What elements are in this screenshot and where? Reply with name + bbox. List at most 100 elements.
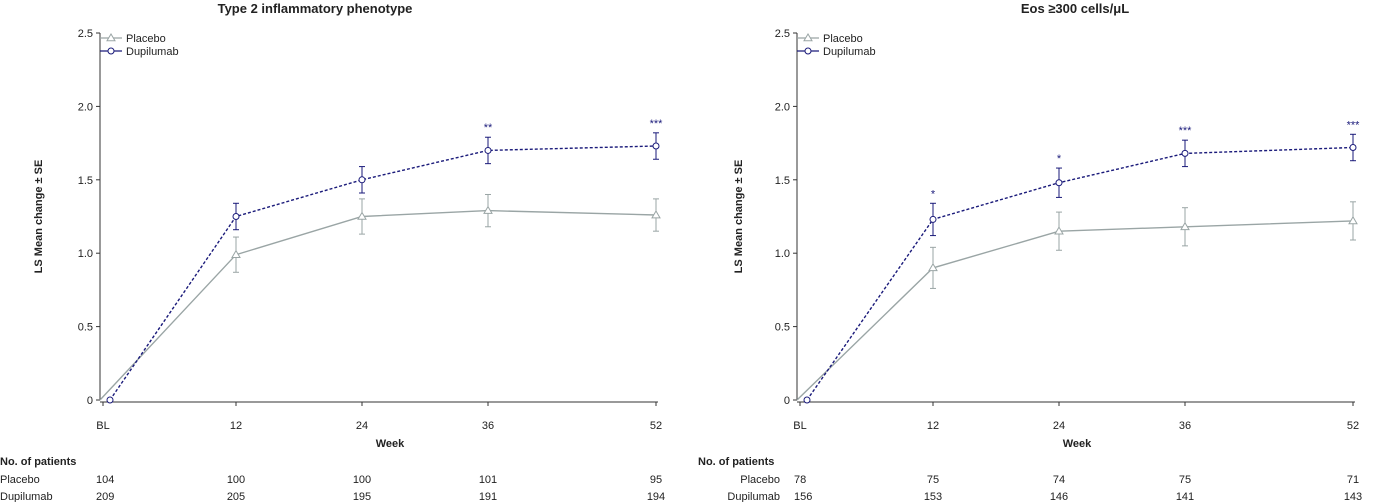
y-tick-label: 1.0: [775, 248, 790, 260]
y-tick-label: 2.0: [78, 101, 93, 113]
data-point: [1348, 215, 1358, 225]
x-tick-label: 36: [482, 420, 494, 432]
patients-table: No. of patients Placebo 78 75 74 75 71 Dupiluma…: [698, 456, 1362, 502]
chart-panel-1: Type 2 inflammatory phenotype 0 0.5 1.0 1.5 2…: [0, 1, 665, 502]
patients-row-label: Dupilumab: [0, 491, 53, 502]
x-tick-label: BL: [793, 420, 806, 432]
patients-count: 209: [96, 491, 114, 502]
patients-count: 104: [96, 474, 114, 486]
y-axis-label: LS Mean change ± SE: [733, 160, 745, 274]
series-placebo: [99, 193, 661, 401]
x-tick-label: 36: [1179, 420, 1191, 432]
significance-label: *: [1057, 153, 1062, 165]
y-tick-label: 1.5: [775, 175, 790, 187]
significance-label: ***: [650, 118, 664, 130]
y-tick-label: 0.5: [775, 322, 790, 334]
patients-table-title: No. of patients: [0, 456, 76, 468]
data-point: [1055, 179, 1063, 187]
x-tick-label: 52: [650, 420, 662, 432]
data-point: [928, 262, 938, 272]
chart-title: Eos ≥300 cells/μL: [1021, 1, 1129, 16]
patients-count: 146: [1050, 491, 1068, 502]
x-axis-label: Week: [1063, 438, 1092, 450]
y-tick-label: 2.5: [775, 28, 790, 40]
x-tick-label: 24: [356, 420, 368, 432]
data-point: [232, 213, 240, 220]
legend-label: Placebo: [823, 33, 863, 45]
patients-count: 191: [479, 491, 497, 502]
patients-row-label: Placebo: [740, 474, 780, 486]
patients-count: 75: [927, 474, 939, 486]
x-tick-label: 52: [1347, 420, 1359, 432]
patients-count: 153: [924, 491, 942, 502]
patients-count: 78: [794, 474, 806, 486]
data-point: [484, 146, 492, 154]
y-axis-label: LS Mean change ± SE: [33, 160, 45, 274]
data-point: [1349, 144, 1357, 152]
legend-label: Dupilumab: [823, 46, 876, 58]
x-tick-label: 24: [1053, 420, 1065, 432]
y-tick-label: 1.5: [78, 175, 93, 187]
patients-count: 71: [1347, 474, 1359, 486]
x-tick-label: 12: [230, 420, 242, 432]
data-point: [106, 396, 114, 404]
legend-marker: [803, 33, 813, 42]
x-tick-label: 12: [927, 420, 939, 432]
y-tick-label: 2.0: [775, 101, 790, 113]
patients-table-title: No. of patients: [698, 456, 774, 468]
patients-count: 95: [650, 474, 662, 486]
y-tick-label: 0: [784, 395, 790, 407]
data-point: [1054, 226, 1064, 235]
data-point: [1181, 149, 1189, 157]
significance-label: ***: [1347, 119, 1361, 131]
patients-count: 100: [227, 474, 245, 486]
patients-row-label: Placebo: [0, 474, 40, 486]
significance-label: **: [484, 122, 493, 134]
chart-panel-2: Eos ≥300 cells/μL 0 0.5 1.0 1.5 2.0 2.5 LS Mean…: [698, 1, 1362, 502]
series-dupilumab: ***** ***: [803, 119, 1361, 404]
patients-count: 143: [1344, 491, 1362, 502]
series-line: [109, 145, 657, 401]
patients-count: 100: [353, 474, 371, 486]
data-point: [803, 396, 811, 404]
patients-count: 194: [647, 491, 665, 502]
patients-count: 156: [794, 491, 812, 502]
legend-label: Dupilumab: [126, 46, 179, 58]
legend-marker: [804, 47, 812, 55]
y-tick-label: 0: [87, 395, 93, 407]
series-line: [99, 209, 657, 401]
patients-count: 75: [1179, 474, 1191, 486]
patients-count: 141: [1176, 491, 1194, 502]
series-dupilumab: ** ***: [106, 118, 664, 404]
patients-count: 74: [1053, 474, 1065, 486]
legend-marker: [107, 47, 115, 55]
y-tick-label: 0.5: [78, 322, 93, 334]
data-point: [357, 211, 367, 220]
x-tick-label: BL: [96, 420, 109, 432]
data-point: [358, 176, 366, 184]
patients-count: 195: [353, 491, 371, 502]
series-placebo: [796, 201, 1358, 401]
x-axis-label: Week: [376, 438, 405, 450]
y-tick-label: 2.5: [78, 28, 93, 40]
data-point: [652, 142, 660, 150]
patients-count: 101: [479, 474, 497, 486]
data-point: [651, 210, 661, 219]
series-line: [806, 146, 1354, 401]
legend-label: Placebo: [126, 33, 166, 45]
data-point: [231, 249, 241, 258]
data-point: [483, 205, 493, 214]
series-line: [796, 220, 1354, 401]
patients-count: 205: [227, 491, 245, 502]
significance-label: ***: [1179, 125, 1193, 137]
data-point: [1180, 221, 1190, 231]
significance-label: *: [931, 188, 936, 200]
data-point: [929, 215, 937, 223]
chart-title: Type 2 inflammatory phenotype: [218, 1, 413, 16]
y-tick-label: 1.0: [78, 248, 93, 260]
patients-row-label: Dupilumab: [727, 491, 780, 502]
legend-marker: [106, 33, 116, 42]
